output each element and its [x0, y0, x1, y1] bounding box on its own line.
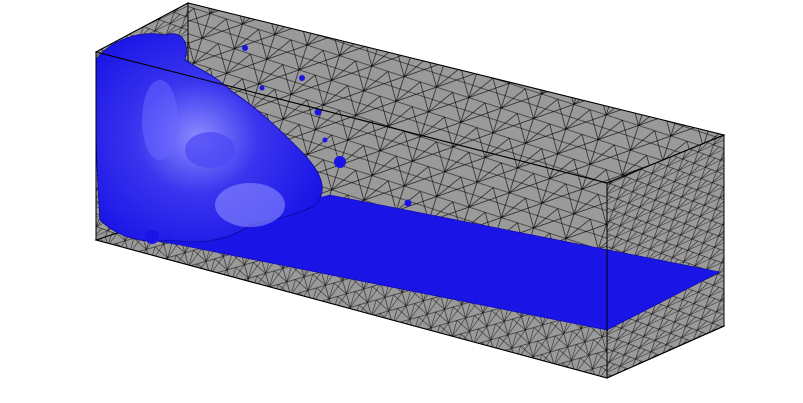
fluid-body: [95, 33, 721, 331]
tank-outline: [95, 51, 725, 379]
tank-right-wall: [606, 134, 725, 379]
